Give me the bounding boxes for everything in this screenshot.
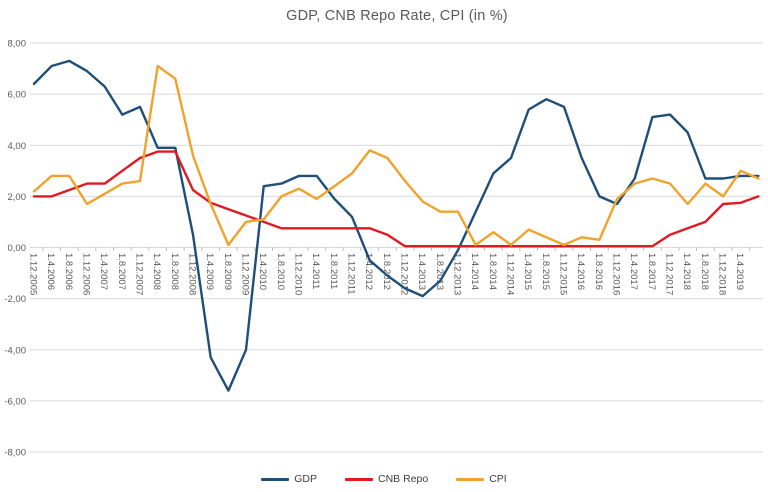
y-axis-tick-label: -2,00	[4, 294, 26, 305]
x-axis-tick-label: 1.12.2010	[293, 253, 304, 295]
chart-title: GDP, CNB Repo Rate, CPI (in %)	[286, 8, 508, 24]
x-axis-tick-label: 1.4.2010	[257, 253, 268, 290]
x-axis-tick-label: 1.8.2016	[593, 253, 604, 290]
y-axis-tick-label: 0,00	[8, 243, 27, 254]
x-axis-tick-label: 1.12.2017	[664, 253, 675, 295]
x-axis-tick-label: 1.8.2014	[487, 253, 498, 290]
x-axis-tick-label: 1.8.2012	[381, 253, 392, 290]
x-axis-tick-label: 1.8.2011	[328, 253, 339, 289]
y-axis-tick-label: 4,00	[8, 141, 27, 152]
x-axis-tick-label: 1.8.2013	[434, 253, 445, 290]
y-axis-tick-label: 6,00	[8, 90, 27, 101]
legend-label-cpi: CPI	[489, 473, 507, 485]
y-axis-tick-label: 8,00	[8, 39, 27, 50]
x-axis-tick-label: 1.4.2017	[628, 253, 639, 290]
x-axis-tick-label: 1.12.2006	[81, 253, 92, 295]
x-axis-tick-label: 1.4.2006	[45, 253, 56, 290]
x-axis-tick-label: 1.8.2008	[169, 253, 180, 290]
x-axis-tick-label: 1.4.2015	[522, 253, 533, 290]
legend-label-gdp: GDP	[294, 473, 318, 485]
legend: GDP CNB Repo CPI	[0, 471, 768, 487]
series-line-gdp	[32, 59, 760, 392]
x-axis-tick-label: 1.8.2009	[222, 253, 233, 290]
x-axis-tick-label: 1.8.2007	[116, 253, 127, 290]
x-axis-tick-label: 1.8.2010	[275, 253, 286, 290]
x-axis-tick-label: 1.4.2009	[204, 253, 215, 290]
x-axis-tick-label: 1.8.2018	[699, 253, 710, 290]
x-axis-tick-label: 1.4.2018	[681, 253, 692, 290]
legend-item-gdp: GDP	[261, 473, 317, 485]
x-axis-tick-label: 1.4.2007	[98, 253, 109, 290]
legend-label-cnb-repo: CNB Repo	[378, 473, 429, 485]
y-axis-tick-label: -8,00	[4, 448, 26, 459]
x-axis-tick-label: 1.12.2015	[558, 253, 569, 295]
y-axis-tick-label: 2,00	[8, 192, 27, 203]
x-axis-tick-label: 1.4.2013	[416, 253, 427, 290]
cpi-line-swatch-icon	[456, 477, 485, 481]
x-axis-tick-label: 1.8.2006	[63, 253, 74, 290]
x-axis-tick-label: 1.4.2008	[151, 253, 162, 290]
x-axis-tick-label: 1.12.2007	[134, 253, 145, 295]
x-axis-tick-label: 1.12.2011	[346, 253, 357, 295]
y-axis-tick-label: -4,00	[4, 345, 26, 356]
x-axis-tick-label: 1.12.2012	[399, 253, 410, 295]
gdp-line-swatch-icon	[261, 477, 290, 481]
x-axis-tick-label: 1.4.2014	[469, 253, 480, 290]
legend-item-cnb-repo: CNB Repo	[345, 473, 428, 485]
x-axis-tick-label: 1.4.2011	[310, 253, 321, 289]
y-axis-tick-label: -6,00	[4, 396, 26, 407]
x-axis-tick-label: 1.12.2018	[717, 253, 728, 295]
x-axis-tick-label: 1.8.2015	[540, 253, 551, 290]
x-axis-tick-label: 1.12.2008	[187, 253, 198, 295]
x-axis-tick-label: 1.12.2009	[240, 253, 251, 295]
x-axis-tick-label: 1.4.2012	[363, 253, 374, 290]
x-axis-tick-label: 1.8.2017	[646, 253, 657, 290]
cnb-repo-line-swatch-icon	[345, 477, 374, 481]
x-axis-tick-label: 1.12.2013	[452, 253, 463, 295]
x-axis-tick-label: 1.4.2019	[734, 253, 745, 290]
x-axis-tick-label: 1.12.2016	[611, 253, 622, 295]
series-line-cnb-repo	[32, 150, 760, 248]
series-line-cpi	[32, 64, 760, 247]
x-axis-tick-label: 1.12.2014	[505, 253, 516, 295]
x-axis-tick-label: 1.4.2016	[575, 253, 586, 290]
x-axis-tick-label: 1.12.2005	[28, 253, 39, 295]
legend-item-cpi: CPI	[456, 473, 507, 485]
